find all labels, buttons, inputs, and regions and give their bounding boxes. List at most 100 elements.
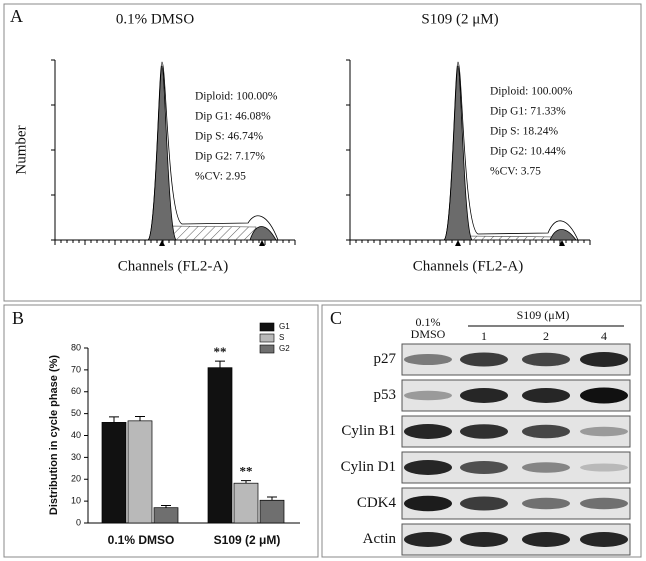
band xyxy=(460,352,508,367)
stat-line: Dip G2: 10.44% xyxy=(490,146,566,158)
panel-label: A xyxy=(10,6,23,26)
y-tick-label: 10 xyxy=(71,496,81,506)
band xyxy=(522,424,570,439)
band xyxy=(460,461,508,474)
bar xyxy=(101,422,127,524)
g2-peak xyxy=(249,226,277,241)
error-bar xyxy=(109,416,119,423)
band xyxy=(404,532,452,547)
band xyxy=(522,532,570,547)
x-tick-label: S109 (2 μM) xyxy=(214,533,281,547)
treatment-label: S109 (μM) xyxy=(517,308,570,322)
protein-label: p53 xyxy=(374,387,397,403)
legend-swatch xyxy=(259,344,275,354)
y-tick-label: 40 xyxy=(71,430,81,440)
band xyxy=(522,352,570,367)
protein-label: Cylin B1 xyxy=(341,423,396,439)
lane-label: 4 xyxy=(601,329,607,343)
western-blot: 0.1% DMSO S109 (μM) 1 2 4 p27 p53 Cylin B1 Cylin … xyxy=(341,308,631,556)
band xyxy=(460,496,508,511)
y-tick-label: 60 xyxy=(71,386,81,396)
protein-label: CDK4 xyxy=(357,495,397,511)
bar xyxy=(207,367,233,524)
lane-label-line: DMSO xyxy=(411,327,446,341)
band xyxy=(580,463,628,472)
bar-chart: 0 10 20 30 40 50 60 70 80 0.1% DMSO S109 (2 μM) ** *… xyxy=(71,322,300,547)
legend-label: S xyxy=(279,333,284,342)
marker xyxy=(259,240,265,246)
fit-outline xyxy=(147,61,279,241)
significance-label: ** xyxy=(240,464,253,479)
lane-label: 1 xyxy=(481,329,487,343)
lane-label-line: 0.1% xyxy=(416,315,441,329)
panel-b-frame xyxy=(3,304,319,558)
plot-title: S109 (2 μM) xyxy=(421,11,498,27)
stat-line: Dip G2: 7.17% xyxy=(195,151,265,163)
stat-line: Diploid: 100.00% xyxy=(490,86,573,98)
error-bar xyxy=(215,360,225,368)
significance-label: ** xyxy=(214,344,227,359)
error-bar xyxy=(135,415,145,421)
legend-swatch xyxy=(259,322,275,332)
band xyxy=(580,426,628,437)
stat-line: Diploid: 100.00% xyxy=(195,91,278,103)
hatched-s-phase xyxy=(169,225,257,241)
band xyxy=(580,387,628,404)
plot-title: 0.1% DMSO xyxy=(116,11,195,27)
marker xyxy=(559,240,565,246)
legend-label: G1 xyxy=(279,322,290,331)
protein-label: Cylin D1 xyxy=(341,459,396,475)
band xyxy=(522,388,570,403)
stat-line: %CV: 2.95 xyxy=(195,171,246,183)
hatched-s-phase xyxy=(465,235,557,241)
x-axis-label: Channels (FL2-A) xyxy=(413,258,523,274)
fit-outline xyxy=(443,61,579,241)
histogram: 0.1% DMSO Channels (FL2-A) Diploid: 100.00… xyxy=(51,11,591,274)
band xyxy=(404,354,452,365)
stat-line: Dip S: 18.24% xyxy=(490,126,558,138)
legend-swatch xyxy=(259,333,275,343)
lane-label: 0.1% DMSO xyxy=(411,315,446,341)
g2-peak xyxy=(549,229,577,241)
marker xyxy=(159,240,165,246)
panel-c-frame xyxy=(321,304,642,558)
y-axis-label: Distribution in cycle phase (%) xyxy=(48,355,60,515)
bar xyxy=(233,482,259,524)
lane-label: 2 xyxy=(543,329,549,343)
stat-line: %CV: 3.75 xyxy=(490,166,541,178)
error-bar xyxy=(241,480,251,484)
band xyxy=(522,462,570,473)
band xyxy=(522,497,570,510)
y-tick-label: 30 xyxy=(71,452,81,462)
band xyxy=(404,424,452,439)
protein-label: p27 xyxy=(374,351,397,367)
panel-label: B xyxy=(12,308,24,328)
y-axis-label: Number xyxy=(13,125,29,174)
band xyxy=(460,532,508,547)
y-tick-label: 20 xyxy=(71,474,81,484)
error-bar xyxy=(161,505,171,508)
marker xyxy=(455,240,461,246)
x-axis-label: Channels (FL2-A) xyxy=(118,258,228,274)
band xyxy=(404,390,452,401)
legend-label: G2 xyxy=(279,344,290,353)
bar xyxy=(259,499,285,524)
g1-peak xyxy=(443,65,473,241)
panel-a-frame xyxy=(3,3,642,302)
protein-label: Actin xyxy=(363,531,397,547)
g1-peak xyxy=(147,65,177,241)
stat-line: Dip G1: 71.33% xyxy=(490,106,566,118)
error-bar xyxy=(267,496,277,501)
bar xyxy=(127,420,153,524)
stat-line: Dip S: 46.74% xyxy=(195,131,263,143)
band xyxy=(460,388,508,403)
stat-line: Dip G1: 46.08% xyxy=(195,111,271,123)
band xyxy=(580,532,628,547)
band xyxy=(460,424,508,439)
x-tick-label: 0.1% DMSO xyxy=(108,533,175,547)
y-tick-label: 70 xyxy=(71,364,81,374)
band xyxy=(404,495,452,512)
y-tick-label: 50 xyxy=(71,408,81,418)
panel-label: C xyxy=(330,308,342,328)
